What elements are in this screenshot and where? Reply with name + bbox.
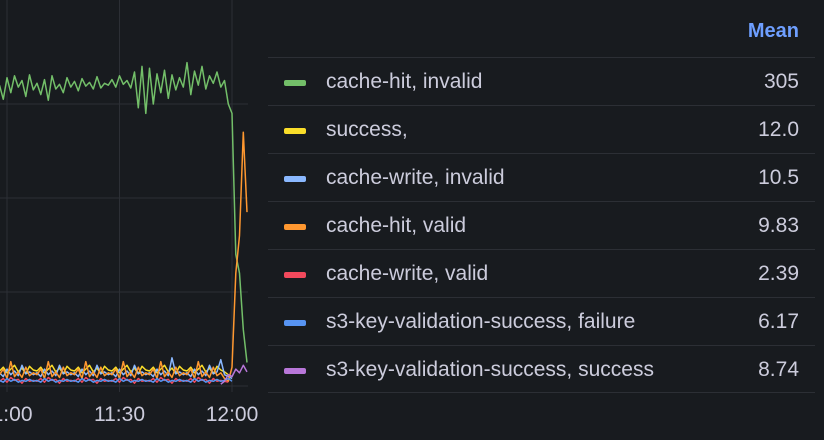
- series-line-5: [0, 377, 233, 383]
- series-color-swatch: [284, 320, 306, 326]
- legend-item[interactable]: cache-hit, valid 9.83: [268, 201, 815, 249]
- series-color-swatch: [284, 80, 306, 86]
- legend-divider: [268, 392, 815, 393]
- legend-item[interactable]: cache-write, invalid 10.5: [268, 153, 815, 201]
- x-tick-label: 12:00: [206, 403, 259, 426]
- x-axis: 11:00 11:30 12:00: [0, 403, 258, 426]
- series-lines: [0, 61, 248, 385]
- series-line-3: [0, 131, 248, 383]
- legend-item-mean: 10.5: [758, 166, 799, 189]
- legend-item-mean: 8.74: [758, 358, 799, 381]
- legend-item-mean: 9.83: [758, 214, 799, 237]
- legend-item-mean: 2.39: [758, 262, 799, 285]
- legend-item-label: cache-hit, valid: [326, 214, 467, 237]
- grid: [0, 0, 248, 392]
- series-line-0: [0, 61, 248, 363]
- legend-item[interactable]: s3-key-validation-success, failure 6.17: [268, 297, 815, 345]
- series-color-swatch: [284, 128, 306, 134]
- legend-item-label: cache-write, valid: [326, 262, 489, 285]
- series-line-6: [220, 364, 248, 385]
- time-series-plot: 11:00 11:30 12:00: [0, 0, 258, 426]
- legend-item-mean: 12.0: [758, 118, 799, 141]
- series-color-swatch: [284, 272, 306, 278]
- legend-item-label: cache-hit, invalid: [326, 70, 483, 93]
- legend-item-label: success,: [326, 118, 408, 141]
- legend-item-label: cache-write, invalid: [326, 166, 505, 189]
- legend-item[interactable]: cache-write, valid 2.39: [268, 249, 815, 297]
- legend-item-label: s3-key-validation-success, failure: [326, 310, 636, 333]
- legend-header-mean[interactable]: Mean: [747, 20, 799, 42]
- legend-item-label: s3-key-validation-success, success: [326, 358, 654, 381]
- series-color-swatch: [284, 224, 306, 230]
- series-color-swatch: [284, 176, 306, 182]
- x-tick-label: 11:30: [94, 403, 145, 426]
- legend-item[interactable]: cache-hit, invalid 305: [268, 57, 815, 105]
- series-color-swatch: [284, 368, 306, 374]
- legend-item-mean: 6.17: [758, 310, 799, 333]
- legend-item[interactable]: success, 12.0: [268, 105, 815, 153]
- legend-item-mean: 305: [763, 70, 799, 93]
- x-tick-label: 11:00: [0, 403, 33, 426]
- legend-item[interactable]: s3-key-validation-success, success 8.74: [268, 345, 815, 393]
